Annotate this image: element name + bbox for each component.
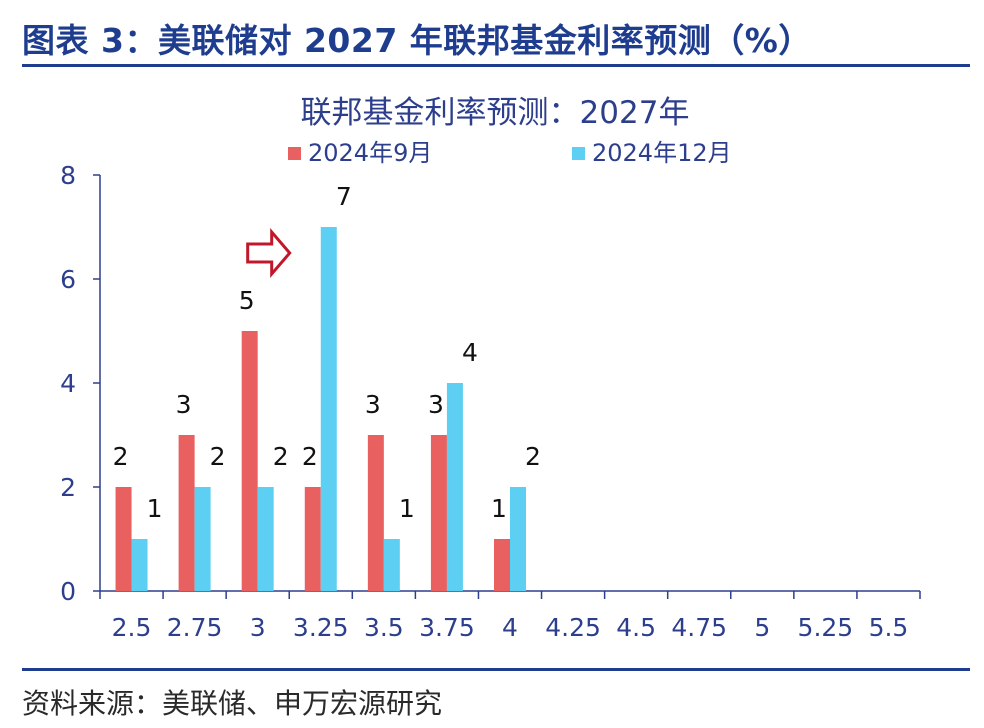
header-rule — [22, 64, 970, 67]
x-tick-label: 4.25 — [545, 613, 601, 642]
x-tick-label: 3 — [250, 613, 266, 642]
right-arrow-icon — [246, 227, 292, 279]
y-tick-label: 8 — [60, 161, 76, 190]
data-label: 2 — [525, 442, 541, 471]
source-note: 资料来源：美联储、申万宏源研究 — [22, 687, 443, 720]
x-tick-label: 4 — [502, 613, 518, 642]
x-tick-label: 5 — [754, 613, 770, 642]
x-tick-label: 5.5 — [869, 613, 909, 642]
bar-chart: 联邦基金利率预测：2027年 2024年9月 2024年12月 0 2 4 6 8 2.5… — [60, 95, 921, 642]
chart-title: 联邦基金利率预测：2027年 — [301, 95, 690, 131]
bars — [115, 227, 526, 591]
bar-dec-3.5 — [383, 539, 400, 591]
data-label: 3 — [365, 390, 381, 419]
legend-label-0: 2024年9月 — [308, 139, 432, 167]
footer-rule — [22, 668, 970, 671]
bar-dec-3 — [257, 487, 274, 591]
data-label: 4 — [462, 338, 478, 367]
bar-dec-4 — [510, 487, 526, 591]
bar-dec-3.25 — [320, 227, 337, 591]
y-axis: 0 2 4 6 8 — [60, 161, 101, 606]
annotations — [246, 227, 292, 279]
y-tick-label: 6 — [60, 265, 76, 294]
bar-sep-3 — [241, 331, 258, 591]
legend-label-1: 2024年12月 — [592, 139, 732, 167]
data-label: 3 — [176, 390, 192, 419]
data-label: 1 — [491, 494, 507, 523]
bar-sep-2.75 — [178, 435, 195, 591]
bar-sep-3.5 — [367, 435, 384, 591]
legend-swatch-1 — [572, 147, 585, 160]
legend: 2024年9月 2024年12月 — [288, 139, 732, 167]
y-tick-label: 0 — [60, 577, 76, 606]
x-tick-label: 4.75 — [671, 613, 727, 642]
data-label: 7 — [336, 182, 352, 211]
x-tick-label: 5.25 — [798, 613, 854, 642]
x-tick-label: 2.75 — [167, 613, 223, 642]
bar-dec-2.5 — [131, 539, 148, 591]
bar-sep-3.25 — [304, 487, 321, 591]
data-label: 2 — [273, 442, 289, 471]
bar-dec-3.75 — [446, 383, 463, 591]
x-tick-label: 3.5 — [364, 613, 404, 642]
data-label: 1 — [399, 494, 415, 523]
bar-sep-4 — [494, 539, 510, 591]
bar-sep-2.5 — [115, 487, 132, 591]
data-label: 3 — [428, 390, 444, 419]
data-label: 1 — [147, 494, 163, 523]
x-tick-label: 4.5 — [616, 613, 656, 642]
y-tick-label: 2 — [60, 473, 76, 502]
data-label: 2 — [113, 442, 129, 471]
x-tick-label: 2.5 — [112, 613, 152, 642]
x-axis: 2.5 2.75 3 3.25 3.5 3.75 4 4.25 4.5 4.75 5 5.25 5.5 — [99, 590, 921, 642]
data-label: 5 — [239, 286, 255, 315]
bar-dec-2.75 — [194, 487, 211, 591]
legend-swatch-0 — [288, 147, 301, 160]
data-label: 2 — [302, 442, 318, 471]
data-label: 2 — [210, 442, 226, 471]
y-tick-label: 4 — [60, 369, 76, 398]
x-tick-label: 3.75 — [419, 613, 475, 642]
bar-sep-3.75 — [430, 435, 447, 591]
x-tick-label: 3.25 — [293, 613, 349, 642]
figure-title: 图表 3：美联储对 2027 年联邦基金利率预测（%） — [22, 21, 812, 60]
